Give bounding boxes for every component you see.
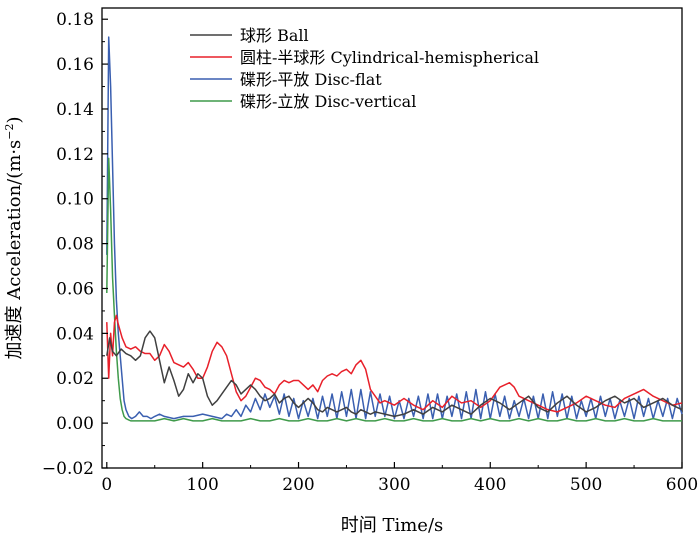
y-axis-title-exponent: −2	[3, 123, 16, 139]
y-tick-label: 0.02	[56, 369, 94, 389]
legend-label: 圆柱-半球形 Cylindrical-hemispherical	[240, 48, 539, 67]
series-line-3	[106, 157, 682, 422]
y-tick-label: 0.00	[56, 414, 94, 434]
series-layer	[106, 36, 683, 422]
y-tick-label: 0.04	[56, 324, 94, 344]
legend-label: 碟形-立放 Disc-vertical	[240, 92, 416, 111]
x-tick-label: 600	[666, 475, 698, 495]
x-tick-label: 0	[101, 475, 112, 495]
x-tick-label: 300	[378, 475, 410, 495]
y-tick-label: 0.10	[56, 190, 94, 210]
y-axis-title-close: )	[4, 116, 25, 123]
x-tick-label: 200	[282, 475, 314, 495]
y-tick-label: −0.02	[42, 459, 94, 479]
y-tick-label: 0.18	[56, 10, 94, 30]
x-tick-label: 400	[474, 475, 506, 495]
x-tick-label: 500	[570, 475, 602, 495]
series-line-0	[106, 330, 683, 418]
x-tick-label: 100	[186, 475, 218, 495]
plot-frame	[101, 7, 683, 469]
y-tick-label: 0.06	[56, 279, 94, 299]
y-axis-title: 加速度 Acceleration/(m·s−2)	[3, 116, 25, 359]
series-line-1	[106, 314, 683, 413]
y-tick-label: 0.12	[56, 145, 94, 165]
legend-label: 球形 Ball	[240, 26, 309, 45]
y-tick-label: 0.14	[56, 100, 94, 120]
legend-label: 碟形-平放 Disc-flat	[240, 70, 382, 89]
y-tick-label: 0.16	[56, 55, 94, 75]
x-axis-title: 时间 Time/s	[341, 515, 444, 536]
axis-layer: 0 100 200 300 400 500 600 −0.02 0.00 0.02 0.04 0.06…	[42, 10, 698, 495]
y-axis-title-main: 加速度 Acceleration/(m·s	[4, 140, 25, 360]
legend: 球形 Ball 圆柱-半球形 Cylindrical-hemispherical 碟…	[190, 26, 539, 111]
y-tick-label: 0.08	[56, 235, 94, 255]
